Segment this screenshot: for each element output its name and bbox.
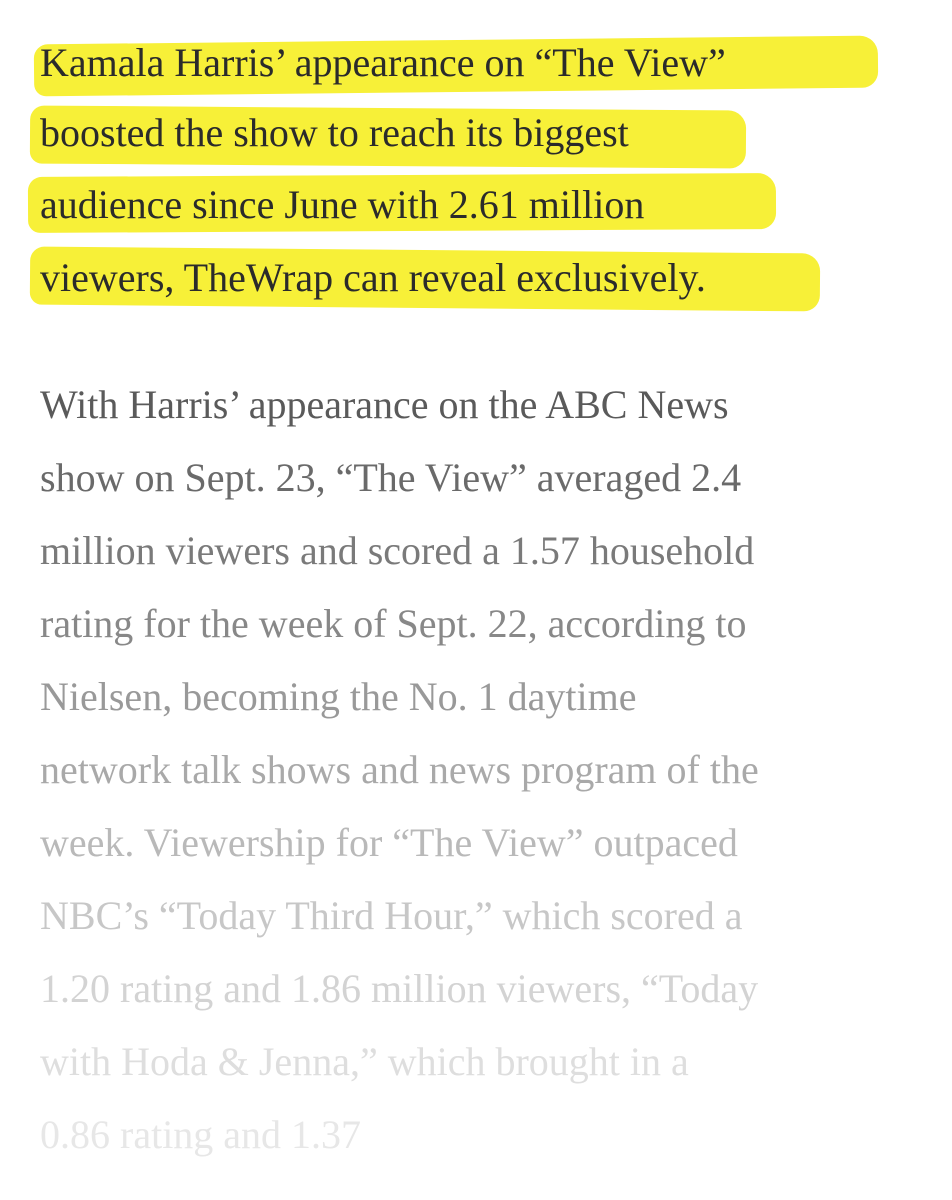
body-line: 0.86 rating and 1.37	[40, 1112, 362, 1157]
lead-line-text: audience since June with 2.61 million	[40, 182, 645, 227]
body-line: 1.20 rating and 1.86 million viewers, “T…	[40, 966, 759, 1011]
body-line: Nielsen, becoming the No. 1 daytime	[40, 674, 637, 719]
lead-line: boosted the show to reach its biggest	[40, 108, 629, 158]
body-line: with Hoda & Jenna,” which brought in a	[40, 1039, 689, 1084]
lead-line: audience since June with 2.61 million	[40, 180, 644, 230]
lead-line: Kamala Harris’ appearance on “The View”	[40, 38, 726, 88]
body-line: NBC’s “Today Third Hour,” which scored a	[40, 893, 743, 938]
body-line: week. Viewership for “The View” outpaced	[40, 820, 738, 865]
body-line: show on Sept. 23, “The View” averaged 2.…	[40, 455, 742, 500]
lead-line-text: viewers, TheWrap can reveal exclusively.	[40, 255, 706, 300]
body-line: million viewers and scored a 1.57 househ…	[40, 528, 755, 573]
lead-line-text: boosted the show to reach its biggest	[40, 110, 629, 155]
lead-line-text: Kamala Harris’ appearance on “The View”	[40, 40, 726, 85]
body-line: With Harris’ appearance on the ABC News	[40, 382, 729, 427]
lead-line: viewers, TheWrap can reveal exclusively.	[40, 253, 706, 303]
body-line: network talk shows and news program of t…	[40, 747, 759, 792]
body-line: rating for the week of Sept. 22, accordi…	[40, 601, 747, 646]
